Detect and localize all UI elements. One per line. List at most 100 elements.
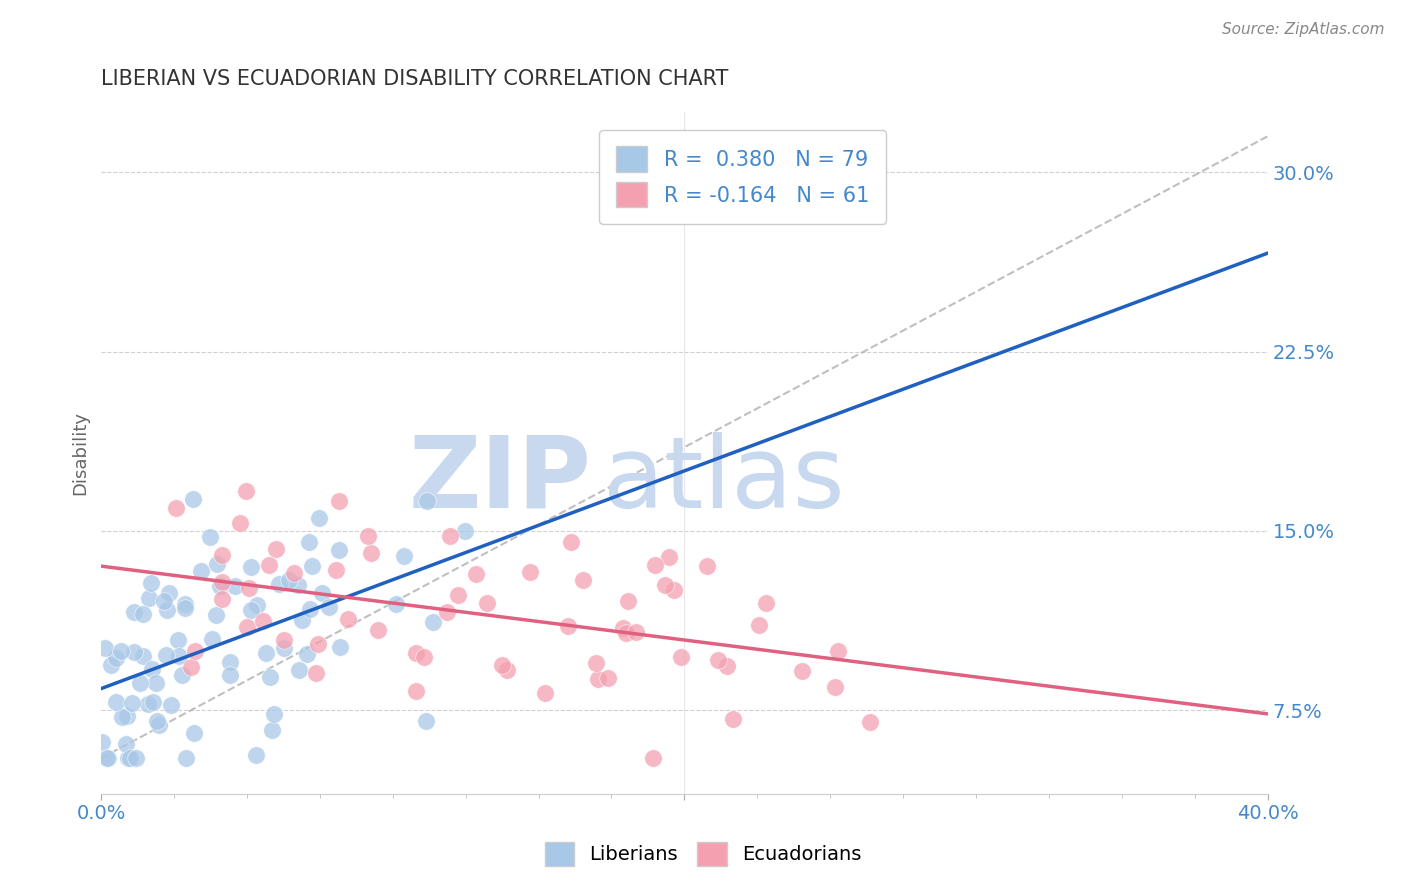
Point [173, 597, 195, 611]
Point [643, 751, 665, 765]
Point [121, 696, 143, 710]
Point [654, 578, 676, 592]
Point [159, 586, 181, 600]
Point [496, 663, 519, 677]
Point [413, 650, 436, 665]
Point [491, 658, 513, 673]
Text: LIBERIAN VS ECUADORIAN DISABILITY CORRELATION CHART: LIBERIAN VS ECUADORIAN DISABILITY CORREL… [101, 69, 728, 88]
Point [129, 675, 152, 690]
Point [422, 615, 444, 629]
Point [357, 529, 380, 543]
Point [405, 684, 427, 698]
Point [612, 621, 634, 635]
Point [207, 557, 229, 571]
Point [122, 605, 145, 619]
Point [100, 657, 122, 672]
Point [174, 751, 197, 765]
Point [723, 713, 745, 727]
Point [142, 695, 165, 709]
Point [136, 697, 159, 711]
Point [218, 668, 240, 682]
Point [465, 566, 488, 581]
Point [277, 574, 299, 588]
Point [96, 751, 118, 765]
Point [97, 751, 120, 765]
Point [148, 718, 170, 732]
Point [415, 714, 437, 728]
Point [367, 624, 389, 638]
Point [588, 673, 610, 687]
Point [156, 603, 179, 617]
Point [246, 598, 269, 612]
Point [311, 586, 333, 600]
Point [519, 566, 541, 580]
Point [239, 560, 262, 574]
Point [392, 549, 415, 564]
Point [117, 751, 139, 765]
Point [266, 541, 288, 556]
Point [475, 596, 498, 610]
Point [299, 602, 322, 616]
Point [181, 491, 204, 506]
Point [239, 603, 262, 617]
Point [614, 626, 637, 640]
Point [110, 644, 132, 658]
Point [308, 511, 330, 525]
Point [184, 643, 207, 657]
Point [153, 594, 176, 608]
Point [229, 516, 252, 530]
Point [167, 648, 190, 663]
Point [267, 577, 290, 591]
Point [155, 648, 177, 662]
Point [105, 695, 128, 709]
Point [585, 656, 607, 670]
Point [328, 494, 350, 508]
Point [288, 663, 311, 677]
Point [283, 566, 305, 580]
Point [235, 484, 257, 499]
Point [118, 751, 141, 765]
Point [596, 671, 619, 685]
Point [180, 659, 202, 673]
Point [91, 735, 114, 749]
Point [298, 534, 321, 549]
Legend: Liberians, Ecuadorians: Liberians, Ecuadorians [537, 834, 869, 873]
Point [827, 644, 849, 658]
Point [328, 543, 350, 558]
Point [201, 632, 224, 646]
Point [105, 651, 128, 665]
Point [252, 614, 274, 628]
Point [305, 666, 328, 681]
Point [405, 646, 427, 660]
Point [115, 708, 138, 723]
Point [224, 578, 246, 592]
Point [198, 531, 221, 545]
Point [165, 500, 187, 515]
Point [167, 632, 190, 647]
Point [259, 670, 281, 684]
Legend: R =  0.380   N = 79, R = -0.164   N = 61: R = 0.380 N = 79, R = -0.164 N = 61 [599, 129, 886, 224]
Point [447, 588, 470, 602]
Point [416, 494, 439, 508]
Point [218, 655, 240, 669]
Point [172, 668, 194, 682]
Y-axis label: Disability: Disability [72, 411, 89, 495]
Point [301, 559, 323, 574]
Point [209, 579, 232, 593]
Point [190, 564, 212, 578]
Point [138, 591, 160, 606]
Point [716, 659, 738, 673]
Point [560, 534, 582, 549]
Point [859, 715, 882, 730]
Point [328, 640, 350, 655]
Point [557, 618, 579, 632]
Point [658, 549, 681, 564]
Point [325, 563, 347, 577]
Point [145, 714, 167, 728]
Point [755, 596, 778, 610]
Point [111, 709, 134, 723]
Point [205, 607, 228, 622]
Point [273, 640, 295, 655]
Point [273, 632, 295, 647]
Point [287, 578, 309, 592]
